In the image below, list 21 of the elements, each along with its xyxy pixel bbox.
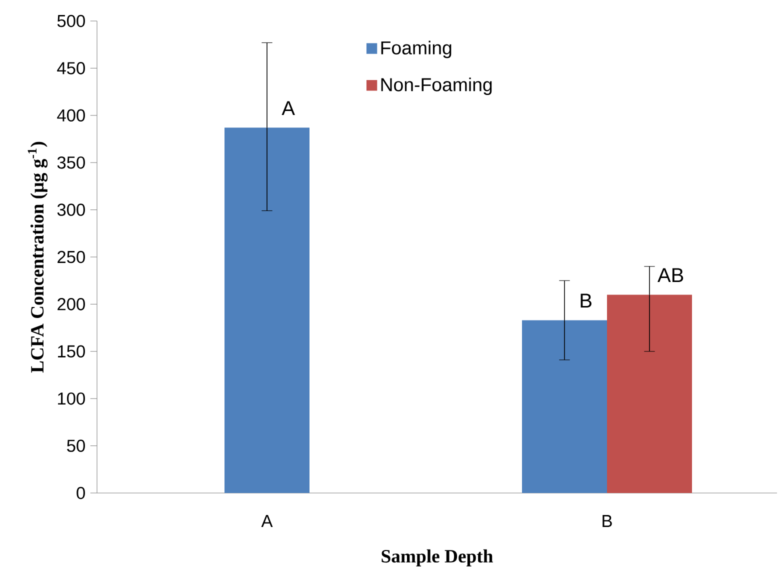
annotation: AB	[658, 268, 684, 282]
y-tick-label: 250	[58, 250, 85, 264]
bar	[224, 128, 310, 493]
legend-label: Foaming	[381, 40, 452, 58]
y-tick-label: 300	[57, 204, 85, 216]
y-tick-label: 350	[57, 156, 85, 169]
y-tick-label: 50	[67, 440, 85, 452]
y-tick-label: 450	[57, 62, 85, 74]
bar	[607, 294, 692, 493]
annotation: A	[282, 101, 295, 115]
y-tick-label: 0	[76, 486, 85, 500]
y-tick-label: 150	[58, 345, 85, 358]
y-tick-label: 400	[57, 109, 85, 122]
legend-label: Non-Foaming	[381, 78, 492, 96]
annotation: B	[580, 294, 592, 308]
y-tick-label: 200	[58, 298, 85, 310]
y-tick-label: 500	[57, 14, 85, 28]
bar	[522, 320, 607, 493]
y-axis-title: LCFA Concentration (µg g$^{-1}$)	[28, 142, 48, 373]
x-axis-title: Sample Depth	[382, 549, 493, 566]
y-tick-label: 100	[58, 392, 85, 405]
